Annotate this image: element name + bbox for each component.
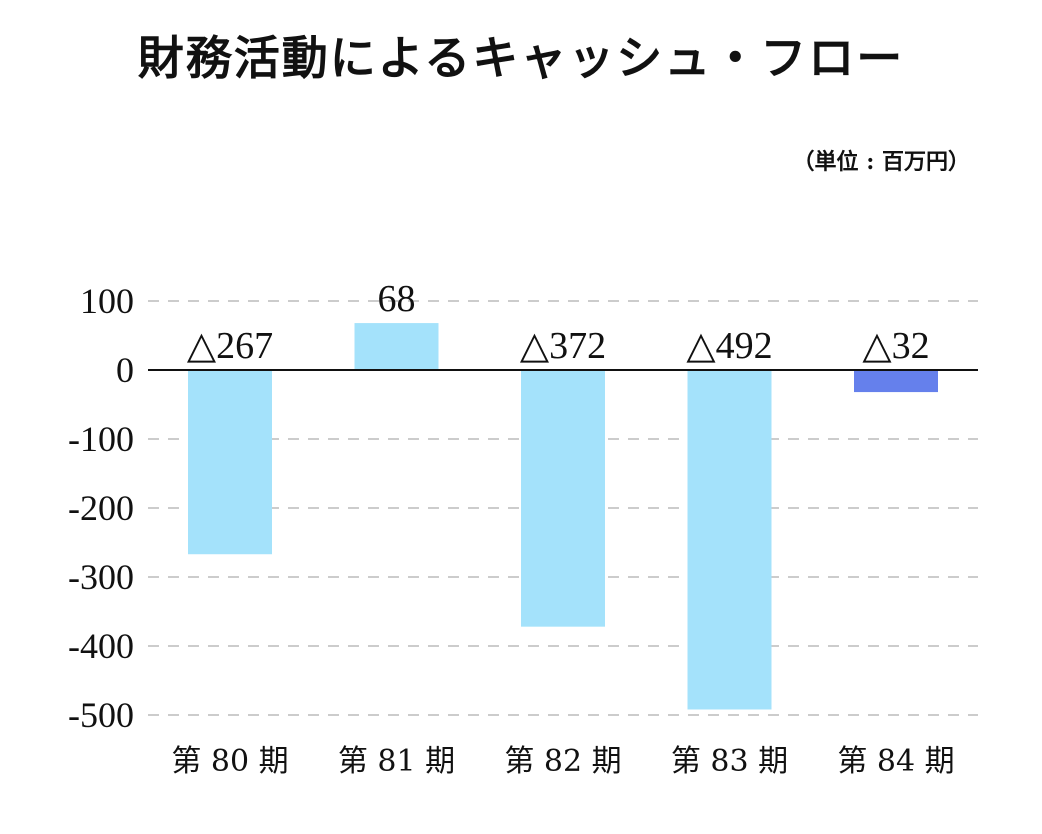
x-axis-categories: 第 80 期 第 81 期 第 82 期 第 83 期 第 84 期 — [171, 744, 954, 779]
y-axis-ticks: 100 0 -100 -200 -300 -400 -500 — [68, 281, 134, 735]
data-label: △492 — [686, 325, 772, 367]
data-label: △267 — [187, 325, 273, 367]
bar — [521, 370, 605, 627]
y-tick-label: 100 — [80, 281, 134, 321]
y-tick-label: -300 — [68, 557, 134, 597]
data-label: 68 — [378, 278, 416, 320]
data-label: △372 — [520, 325, 606, 367]
x-category-label: 第 83 期 — [671, 744, 788, 779]
x-category-label: 第 80 期 — [171, 744, 288, 779]
chart-title: 財務活動によるキャッシュ・フロー — [137, 31, 905, 85]
bar — [188, 370, 272, 555]
y-tick-label: 0 — [116, 350, 134, 390]
bar — [854, 370, 938, 393]
bar — [354, 323, 439, 370]
x-category-label: 第 82 期 — [504, 744, 621, 779]
y-tick-label: -400 — [68, 626, 134, 666]
y-tick-label: -500 — [68, 695, 134, 735]
y-tick-label: -200 — [68, 488, 134, 528]
y-tick-label: -100 — [68, 419, 134, 459]
data-labels: △267 68 △372 △492 △32 — [187, 278, 930, 367]
bars — [188, 323, 938, 710]
bar — [687, 370, 772, 710]
x-category-label: 第 84 期 — [837, 744, 954, 779]
unit-note: （単位 : 百万円） — [792, 149, 970, 175]
data-label: △32 — [862, 325, 929, 367]
x-category-label: 第 81 期 — [338, 744, 455, 779]
